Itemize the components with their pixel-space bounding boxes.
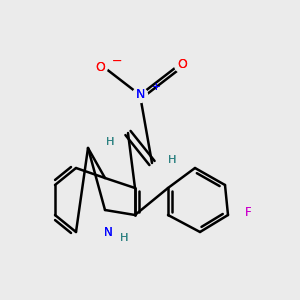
Circle shape xyxy=(242,206,254,218)
Text: H: H xyxy=(106,137,114,147)
Text: H: H xyxy=(168,155,176,165)
Text: N: N xyxy=(135,88,145,101)
Circle shape xyxy=(175,58,190,73)
Text: H: H xyxy=(106,137,114,147)
Text: N: N xyxy=(103,226,112,238)
Text: −: − xyxy=(111,55,122,68)
Text: −: − xyxy=(111,55,122,68)
Text: H: H xyxy=(120,233,129,243)
Circle shape xyxy=(100,224,116,239)
Circle shape xyxy=(133,88,148,103)
Text: O: O xyxy=(95,61,105,74)
Text: N: N xyxy=(135,88,145,101)
Text: O: O xyxy=(177,58,187,71)
Circle shape xyxy=(166,154,178,166)
Text: +: + xyxy=(152,82,161,92)
Text: H: H xyxy=(168,155,176,165)
Circle shape xyxy=(104,136,116,148)
Text: F: F xyxy=(245,206,251,218)
Text: +: + xyxy=(152,82,161,92)
Circle shape xyxy=(92,59,107,74)
Text: F: F xyxy=(245,206,251,218)
Text: O: O xyxy=(95,61,105,74)
Text: H: H xyxy=(120,233,129,243)
Text: N: N xyxy=(103,226,112,238)
Text: O: O xyxy=(177,58,187,71)
